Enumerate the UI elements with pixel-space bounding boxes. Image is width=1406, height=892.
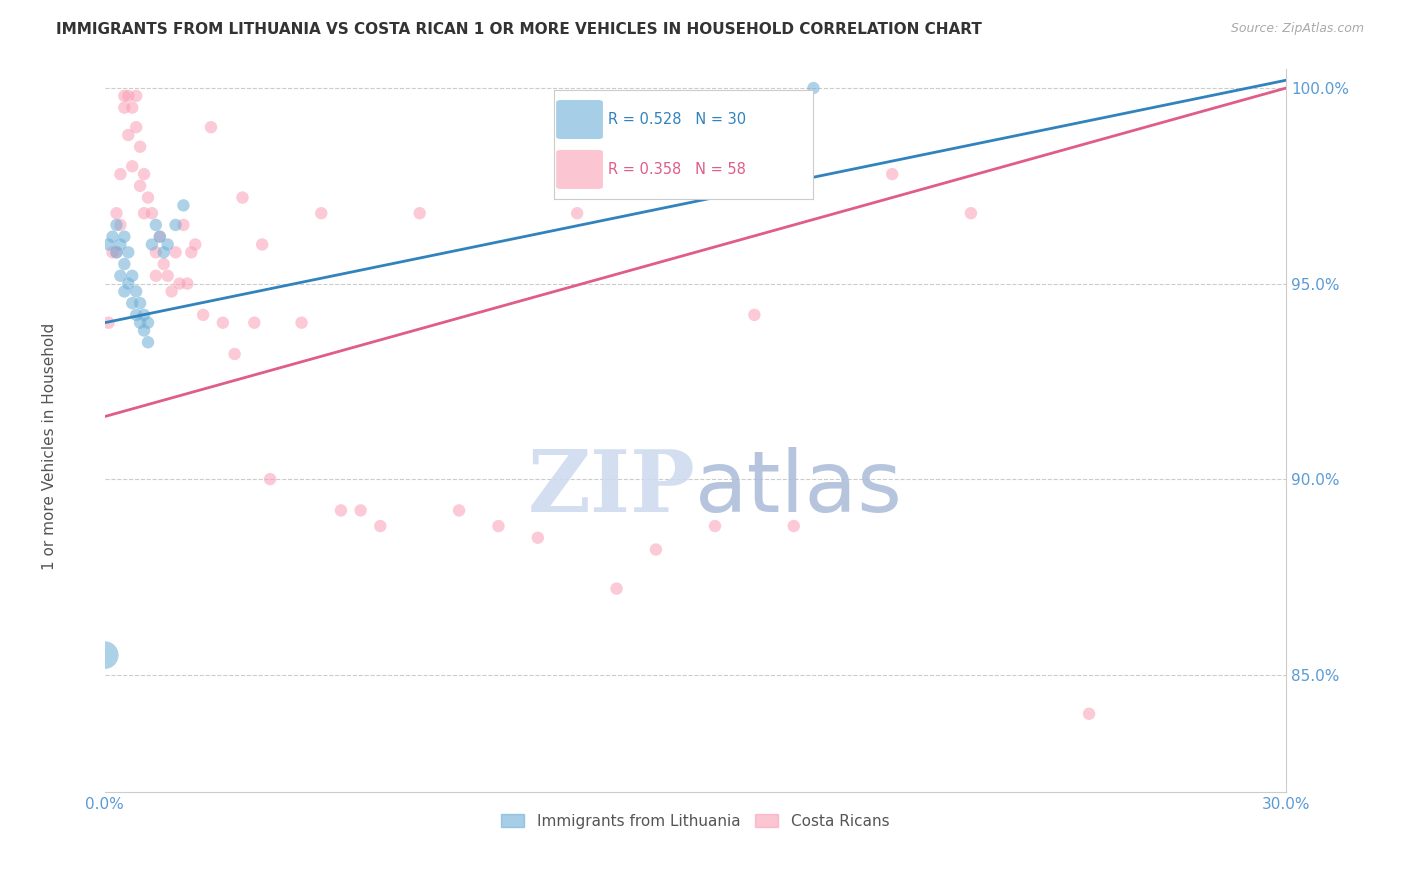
Point	[132, 206, 155, 220]
Point	[110, 237, 132, 252]
Point	[1078, 706, 1101, 721]
Point	[172, 198, 194, 212]
Point	[184, 237, 207, 252]
Point	[882, 167, 904, 181]
Point	[112, 229, 135, 244]
Point	[125, 308, 148, 322]
Point	[408, 206, 430, 220]
Point	[97, 316, 120, 330]
Text: Source: ZipAtlas.com: Source: ZipAtlas.com	[1230, 22, 1364, 36]
Point	[224, 347, 246, 361]
Point	[105, 206, 128, 220]
Point	[211, 316, 233, 330]
Point	[449, 503, 471, 517]
Point	[101, 229, 124, 244]
Point	[176, 277, 198, 291]
Point	[645, 542, 668, 557]
Point	[101, 245, 124, 260]
Point	[156, 237, 179, 252]
Point	[152, 245, 174, 260]
Point	[349, 503, 371, 517]
Point	[243, 316, 266, 330]
Point	[93, 648, 115, 662]
Point	[125, 120, 148, 135]
Point	[149, 229, 172, 244]
Point	[112, 89, 135, 103]
Point	[368, 519, 391, 533]
Point	[132, 167, 155, 181]
Point	[149, 229, 172, 244]
Point	[744, 308, 766, 322]
Point	[117, 277, 139, 291]
Point	[117, 128, 139, 142]
Point	[527, 531, 550, 545]
Point	[145, 245, 167, 260]
Point	[180, 245, 202, 260]
Point	[112, 101, 135, 115]
Point	[125, 285, 148, 299]
Point	[141, 237, 163, 252]
Point	[169, 277, 191, 291]
Point	[165, 218, 187, 232]
Point	[105, 245, 128, 260]
Point	[97, 237, 120, 252]
Point	[231, 190, 253, 204]
Text: atlas: atlas	[696, 447, 903, 530]
Point	[290, 316, 312, 330]
Point	[488, 519, 510, 533]
Point	[121, 296, 143, 310]
Point	[112, 285, 135, 299]
Point	[152, 257, 174, 271]
Point	[136, 316, 159, 330]
Point	[132, 324, 155, 338]
Text: 1 or more Vehicles in Household: 1 or more Vehicles in Household	[42, 322, 56, 570]
Point	[129, 316, 152, 330]
Point	[145, 268, 167, 283]
Point	[704, 519, 727, 533]
Point	[259, 472, 281, 486]
Point	[110, 218, 132, 232]
Point	[606, 582, 628, 596]
Point	[309, 206, 332, 220]
Point	[250, 237, 273, 252]
Text: ZIP: ZIP	[527, 446, 696, 530]
Legend: Immigrants from Lithuania, Costa Ricans: Immigrants from Lithuania, Costa Ricans	[495, 807, 896, 835]
Point	[129, 178, 152, 193]
Point	[136, 335, 159, 350]
Point	[117, 245, 139, 260]
Point	[117, 89, 139, 103]
Point	[125, 89, 148, 103]
Point	[105, 245, 128, 260]
Point	[329, 503, 352, 517]
Point	[145, 218, 167, 232]
Point	[121, 159, 143, 173]
Point	[121, 101, 143, 115]
Point	[160, 285, 183, 299]
Point	[191, 308, 214, 322]
Point	[121, 268, 143, 283]
Point	[132, 308, 155, 322]
Point	[112, 257, 135, 271]
Point	[136, 190, 159, 204]
Point	[172, 218, 194, 232]
Point	[129, 139, 152, 153]
Point	[105, 218, 128, 232]
Point	[110, 167, 132, 181]
Point	[110, 268, 132, 283]
Point	[165, 245, 187, 260]
Point	[156, 268, 179, 283]
Text: IMMIGRANTS FROM LITHUANIA VS COSTA RICAN 1 OR MORE VEHICLES IN HOUSEHOLD CORRELA: IMMIGRANTS FROM LITHUANIA VS COSTA RICAN…	[56, 22, 983, 37]
Point	[803, 81, 825, 95]
Point	[783, 519, 806, 533]
Point	[567, 206, 589, 220]
Point	[960, 206, 983, 220]
Point	[141, 206, 163, 220]
Point	[200, 120, 222, 135]
Point	[129, 296, 152, 310]
